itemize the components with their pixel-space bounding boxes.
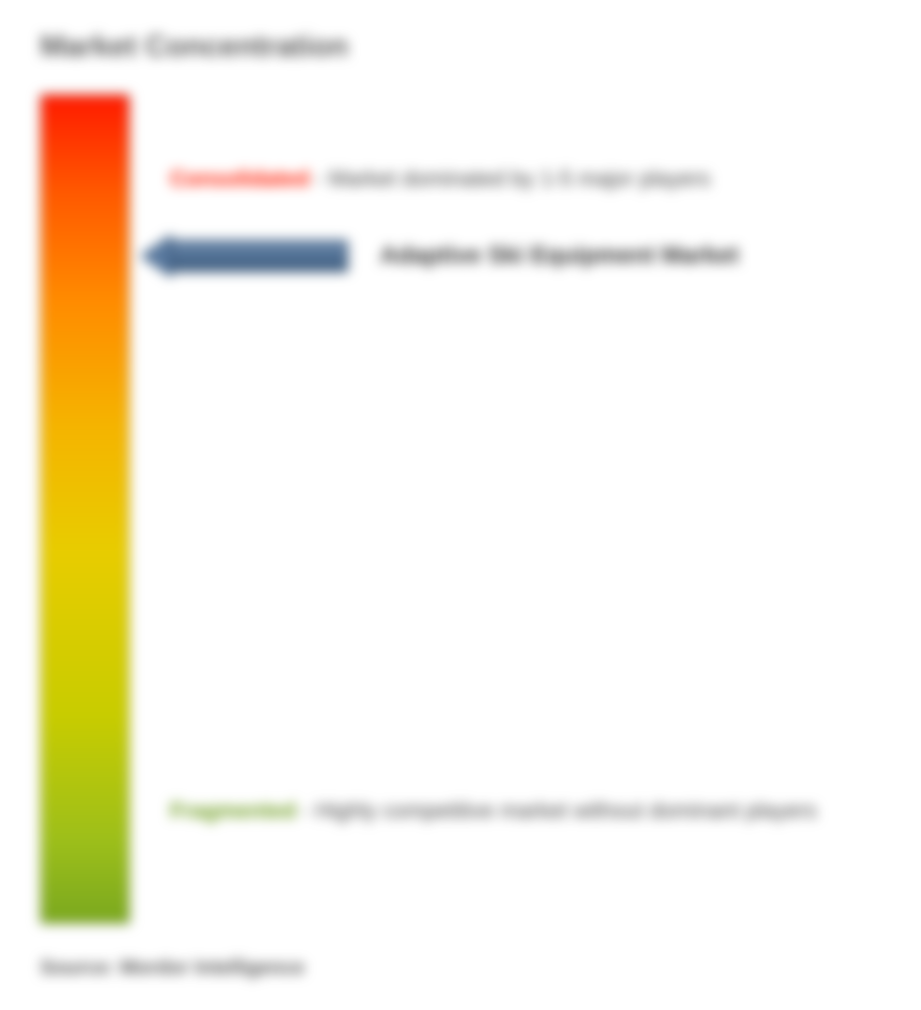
consolidated-key: Consolidated [170, 166, 309, 191]
pointer-arrow-wrap: Adaptive Ski Equipment Market [140, 234, 739, 278]
fragmented-label: Fragmented - Highly competitive market w… [170, 794, 817, 827]
chart-area: Consolidated - Market dominated by 1-5 m… [40, 94, 881, 924]
chart-container: Market Concentration Consolidated - Mark… [0, 0, 921, 1010]
chart-title: Market Concentration [40, 30, 881, 64]
pointer-arrow [140, 234, 350, 278]
source-attribution: Source: Mordor Intelligence [40, 957, 304, 980]
concentration-gradient-bar [40, 94, 130, 924]
fragmented-key: Fragmented [170, 798, 296, 823]
fragmented-desc: - Highly competitive market without domi… [302, 798, 817, 823]
arrow-head-icon [140, 234, 172, 278]
pointer-label: Adaptive Ski Equipment Market [380, 242, 739, 270]
arrow-body [170, 240, 348, 272]
consolidated-desc: - Market dominated by 1-5 major players [315, 166, 710, 191]
consolidated-label: Consolidated - Market dominated by 1-5 m… [170, 164, 710, 195]
